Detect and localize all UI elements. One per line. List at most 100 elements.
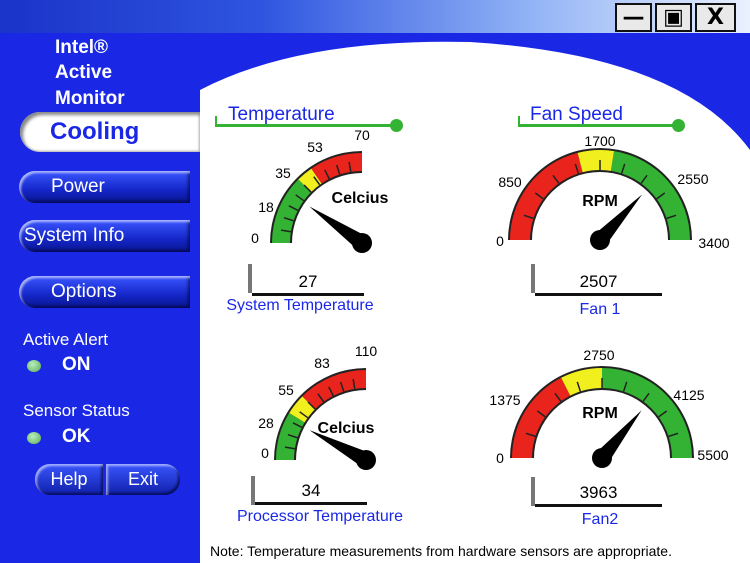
- system_temp-zone-0: [272, 179, 312, 243]
- system_temp-tick-label: 0: [251, 230, 259, 246]
- brand-line-3: Monitor: [55, 88, 125, 109]
- fan2-needle-hub: [592, 448, 612, 468]
- nav-power[interactable]: Power: [19, 171, 190, 203]
- processor_temp-tick-mark: [284, 446, 296, 450]
- nav-system-info[interactable]: System Info: [19, 220, 190, 252]
- fan2-tick-label: 1375: [489, 392, 520, 408]
- system-temp-readout: 27: [252, 271, 364, 296]
- fan2-tick-label: 4125: [673, 387, 704, 403]
- processor_temp-needle: [309, 430, 370, 468]
- exit-button[interactable]: Exit: [106, 464, 180, 495]
- system_temp-tick-mark: [283, 216, 294, 222]
- system_temp-tick-label: 53: [307, 139, 323, 155]
- fan-1-gauge: 0 850 1700 2550 3400 RPM: [496, 133, 730, 251]
- fan1-zone-1: [577, 150, 615, 173]
- minimize-icon: —: [622, 5, 645, 30]
- fan2-zone-0: [512, 377, 571, 458]
- fan2-tick-label: 0: [496, 450, 504, 466]
- processor-temperature-gauge: 0 28 55 83 110 Celcius: [258, 343, 377, 470]
- processor_temp-tick-label: 0: [261, 445, 269, 461]
- system-temp-caption: System Temperature: [226, 297, 374, 314]
- sensor-status-led-icon: [27, 432, 41, 444]
- fan2-readout-edge: [531, 477, 535, 506]
- processor_temp-tick-label: 28: [258, 415, 274, 431]
- minimize-button[interactable]: —: [615, 3, 652, 32]
- processor-temp-readout: 34: [255, 480, 367, 505]
- processor_temp-tick-mark: [352, 378, 356, 390]
- fan1-tick-label: 850: [498, 174, 522, 190]
- processor_temp-tick-mark: [292, 422, 303, 428]
- processor-temp-caption: Processor Temperature: [237, 508, 403, 525]
- fan-speed-section-dot: [672, 119, 685, 132]
- fan2-zone-1: [561, 368, 602, 396]
- title-bar: — ▣ X: [0, 0, 750, 33]
- help-button[interactable]: Help: [35, 464, 103, 495]
- fan2-unit-label: RPM: [582, 405, 618, 422]
- temperature-section-rule: [215, 124, 395, 127]
- fan2-tick-mark: [554, 392, 562, 402]
- fan2-tick-mark: [622, 381, 628, 392]
- fan2-tick-mark: [658, 410, 668, 418]
- fan1-tick-mark: [534, 192, 544, 200]
- footer-note: Note: Temperature measurements from hard…: [210, 543, 672, 559]
- processor_temp-tick-mark: [317, 393, 325, 403]
- processor_temp-tick-mark: [307, 401, 316, 410]
- temperature-section-title: Temperature: [228, 104, 335, 125]
- fan1-zone-0: [510, 152, 583, 240]
- system_temp-zone-2: [311, 153, 362, 184]
- maximize-button[interactable]: ▣: [655, 3, 692, 32]
- system_temp-tick-mark: [303, 184, 312, 193]
- fan1-tick-label: 0: [496, 233, 504, 249]
- system_temp-tick-mark: [280, 229, 292, 233]
- fan1-tick-mark: [620, 163, 626, 174]
- close-button[interactable]: X: [695, 3, 736, 32]
- processor_temp-zone-2: [302, 370, 366, 410]
- fan1-tick-mark: [523, 214, 534, 220]
- fan2-tick-label: 2750: [583, 347, 614, 363]
- fan1-tick-label: 1700: [584, 133, 615, 149]
- fan1-unit-label: RPM: [582, 193, 618, 210]
- fan1-caption: Fan 1: [579, 301, 621, 318]
- fan2-tick-mark: [576, 381, 582, 392]
- system_temp-tick-mark: [324, 169, 330, 180]
- active-alert-value: ON: [62, 354, 91, 375]
- active-alert-label: Active Alert: [23, 330, 109, 349]
- nav-options[interactable]: Options: [19, 276, 190, 308]
- system_temp-zone-1: [298, 168, 322, 193]
- fan1-tick-mark: [640, 174, 648, 184]
- fan2-caption: Fan2: [581, 511, 619, 528]
- system_temp-tick-label: 35: [275, 165, 291, 181]
- processor_temp-tick-label: 55: [278, 382, 294, 398]
- fan1-readout-edge: [531, 264, 535, 293]
- fan2-tick-mark: [525, 432, 536, 438]
- processor-temp-readout-edge: [251, 476, 255, 505]
- fan1-tick-label: 3400: [698, 235, 729, 251]
- system_temp-needle: [309, 206, 367, 250]
- processor_temp-tick-mark: [339, 381, 345, 392]
- fan-speed-section-rule: [518, 124, 678, 127]
- system-temp-readout-edge: [248, 264, 252, 293]
- fan-2-gauge: 0 1375 2750 4125 5500 RPM: [489, 347, 729, 468]
- brand-line-1: Intel®: [55, 37, 109, 58]
- temperature-section-dot: [390, 119, 403, 132]
- fan2-tick-label: 5500: [697, 447, 728, 463]
- processor_temp-zone-0: [276, 412, 305, 460]
- system_temp-needle-hub: [352, 233, 372, 253]
- processor_temp-tick-label: 110: [355, 343, 378, 359]
- system_temp-tick-mark: [348, 161, 352, 173]
- restore-icon: ▣: [663, 5, 684, 30]
- fan-speed-section-title: Fan Speed: [530, 104, 623, 125]
- fan2-tick-mark: [536, 410, 546, 418]
- fan2-tick-mark: [668, 432, 679, 438]
- fan1-tick-mark: [656, 192, 666, 200]
- fan1-needle-hub: [590, 230, 610, 250]
- processor_temp-tick-mark: [287, 433, 298, 439]
- nav-cooling[interactable]: Cooling: [20, 112, 200, 152]
- system_temp-tick-mark: [313, 176, 321, 186]
- processor_temp-tick-mark: [299, 411, 309, 419]
- processor_temp-unit-label: Celcius: [318, 420, 375, 437]
- processor_temp-tick-mark: [328, 386, 334, 397]
- system_temp-tick-label: 18: [258, 199, 274, 215]
- fan1-tick-mark: [552, 174, 560, 184]
